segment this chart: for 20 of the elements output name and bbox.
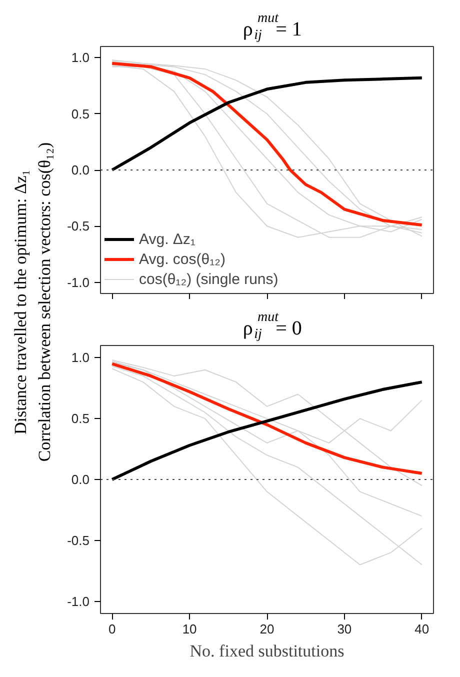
legend-label: Avg. cos(θ₁₂) xyxy=(139,250,226,268)
y-tick-label: -0.5 xyxy=(67,532,90,548)
y-tick-label: -1.0 xyxy=(67,274,90,290)
y-tick-label: 0.5 xyxy=(71,106,90,122)
x-tick-label: 0 xyxy=(108,622,116,636)
y-tick-label: 0.0 xyxy=(71,472,90,487)
x-tick-label: 30 xyxy=(337,622,352,636)
y-axis-title: Distance travelled to the optimum: Δz₁ Correlation between selection vectors: cos(θ₁₂) xyxy=(11,142,54,462)
x-tick-label: 40 xyxy=(414,622,430,636)
y-tick-label: -0.5 xyxy=(67,218,90,234)
y-tick-label: 1.0 xyxy=(71,50,90,66)
x-tick-label: 10 xyxy=(182,622,197,636)
x-axis-title: No. fixed substitutions xyxy=(190,642,344,660)
legend-label: Avg. Δz₁ xyxy=(139,230,196,248)
y-tick-label: 0.5 xyxy=(71,411,90,426)
legend-label: cos(θ₁₂) (single runs) xyxy=(139,270,278,288)
x-tick-label: 20 xyxy=(260,622,274,636)
y-tick-label: 0.0 xyxy=(71,162,90,178)
y-tick-label: 1.0 xyxy=(71,350,90,366)
y-tick-label: -1.0 xyxy=(67,594,90,609)
